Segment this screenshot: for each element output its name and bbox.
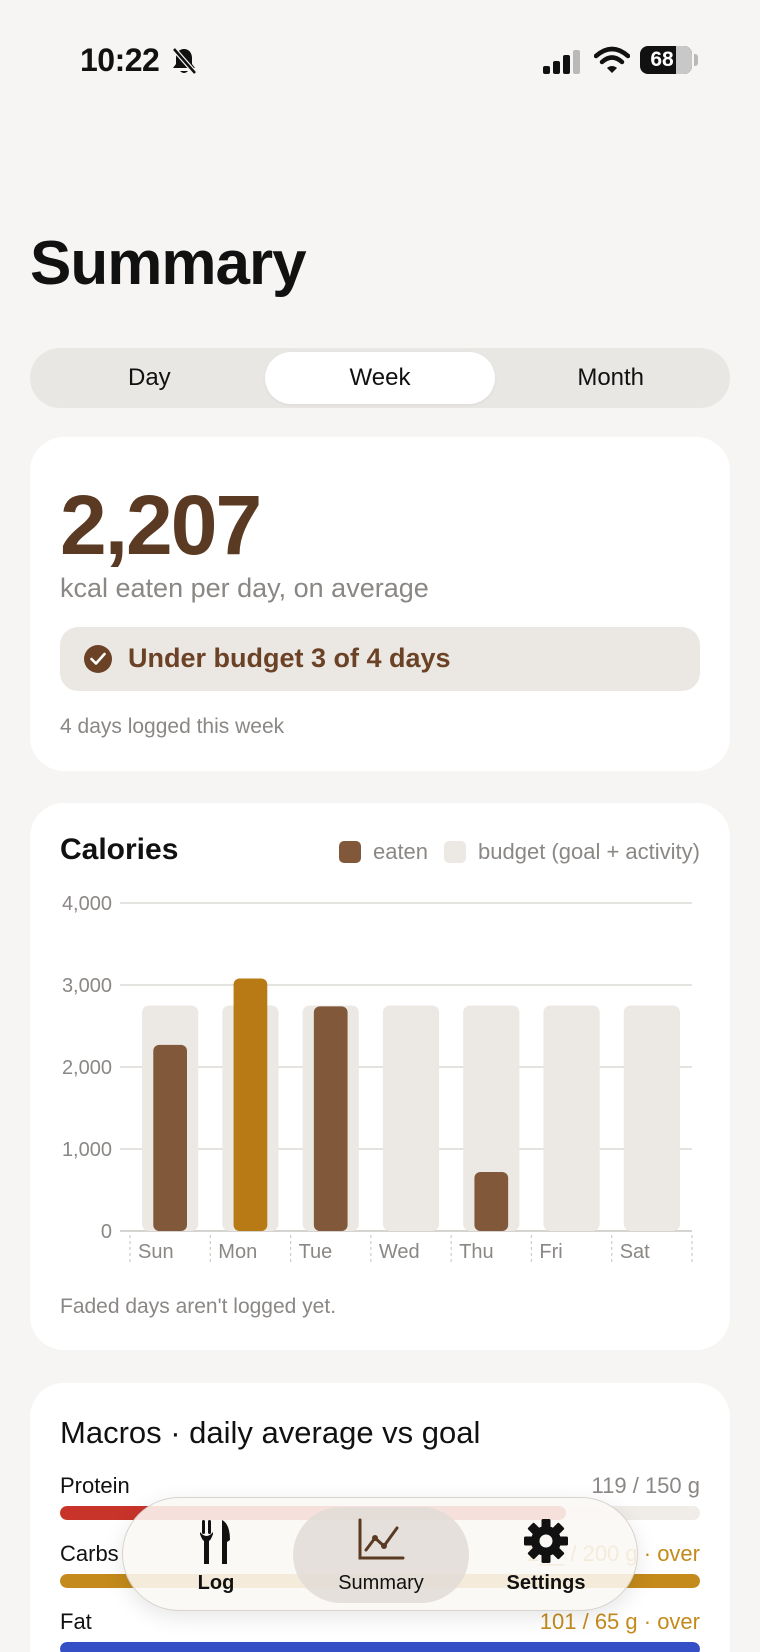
calories-bar-chart: 0 1,000 2,000 3,000 4,000 Sun Mon Tue Wed Thu Fri S… bbox=[62, 893, 693, 1265]
budget-status-pill: Under budget 3 of 4 days bbox=[60, 627, 700, 691]
chart-legend: eaten budget (goal + activity) bbox=[323, 839, 700, 865]
battery-nub bbox=[694, 54, 698, 66]
tab-summary[interactable]: Summary bbox=[293, 1498, 469, 1612]
x-tick-label: Sat bbox=[620, 1241, 650, 1263]
tab-bar: Log Summary bbox=[122, 1497, 638, 1611]
legend-item-budget: budget (goal + activity) bbox=[444, 839, 700, 865]
y-tick-label: 0 bbox=[101, 1221, 112, 1243]
macro-label: Protein bbox=[60, 1473, 130, 1498]
tab-log-label: Log bbox=[197, 1572, 235, 1594]
cellular-signal-icon bbox=[543, 50, 580, 74]
legend-item-eaten: eaten bbox=[338, 839, 429, 865]
bell-slash-icon bbox=[172, 47, 197, 75]
average-caption: kcal eaten per day, on average bbox=[60, 573, 429, 603]
y-tick-label: 2,000 bbox=[62, 1057, 112, 1079]
y-tick-label: 4,000 bbox=[62, 893, 112, 915]
legend-label-eaten: eaten bbox=[372, 839, 429, 864]
x-tick-label: Thu bbox=[459, 1241, 493, 1263]
eaten-bar bbox=[233, 978, 268, 1231]
segment-month[interactable]: Month bbox=[577, 364, 645, 391]
macro-label: Carbs bbox=[60, 1541, 119, 1566]
battery-icon: 68 bbox=[640, 46, 692, 74]
days-logged-text: 4 days logged this week bbox=[60, 715, 285, 738]
average-summary-card: 2,207 kcal eaten per day, on average Und… bbox=[30, 437, 730, 771]
status-bar: 10:22 68 bbox=[0, 0, 760, 120]
budget-bar bbox=[543, 1005, 600, 1231]
legend-swatch-budget bbox=[444, 841, 467, 863]
gear-icon bbox=[524, 1519, 568, 1563]
checkmark-circle-icon bbox=[84, 645, 112, 673]
budget-bar bbox=[382, 1005, 440, 1231]
tab-summary-highlight bbox=[293, 1507, 469, 1603]
eaten-bar bbox=[313, 1006, 348, 1231]
legend-label-budget: budget (goal + activity) bbox=[478, 839, 700, 864]
tab-settings[interactable]: Settings bbox=[453, 1498, 639, 1612]
segment-week[interactable]: Week bbox=[264, 352, 496, 404]
macros-title: Macros · daily average vs goal bbox=[60, 1415, 481, 1450]
tab-settings-label: Settings bbox=[506, 1572, 586, 1594]
chart-footnote: Faded days aren't logged yet. bbox=[60, 1295, 337, 1318]
y-tick-label: 1,000 bbox=[62, 1139, 112, 1161]
budget-status-text: Under budget 3 of 4 days bbox=[128, 643, 451, 673]
segment-day[interactable]: Day bbox=[127, 364, 171, 391]
average-calories: 2,207 bbox=[60, 478, 262, 572]
budget-bar bbox=[623, 1005, 680, 1231]
fork-knife-icon bbox=[200, 1520, 230, 1564]
x-tick-label: Fri bbox=[539, 1241, 562, 1263]
eaten-bar bbox=[474, 1171, 509, 1231]
macro-label: Fat bbox=[60, 1609, 92, 1634]
status-time: 10:22 bbox=[80, 42, 160, 78]
macro-progress-fill bbox=[60, 1642, 700, 1652]
x-tick-label: Tue bbox=[299, 1241, 333, 1263]
eaten-bar bbox=[153, 1044, 188, 1231]
battery-level: 68 bbox=[650, 48, 674, 71]
macro-progress-bar bbox=[60, 1642, 700, 1652]
tab-summary-label: Summary bbox=[338, 1572, 424, 1594]
wifi-icon bbox=[594, 46, 630, 73]
period-segmented-control: Day Week Month bbox=[30, 348, 730, 408]
macro-value: 119 / 150 g bbox=[591, 1473, 700, 1498]
x-tick-label: Wed bbox=[379, 1241, 420, 1263]
calories-chart-card: Calories eaten budget (goal + activity) … bbox=[30, 803, 730, 1350]
x-tick-label: Sun bbox=[138, 1241, 174, 1263]
legend-swatch-eaten bbox=[338, 841, 361, 863]
chart-line-icon bbox=[358, 1518, 405, 1560]
tab-log[interactable]: Log bbox=[123, 1498, 309, 1612]
chart-title: Calories bbox=[60, 833, 179, 866]
x-tick-label: Mon bbox=[218, 1241, 257, 1263]
y-tick-label: 3,000 bbox=[62, 975, 112, 997]
macro-value: 101 / 65 g · over bbox=[539, 1609, 700, 1634]
page-title: Summary bbox=[30, 229, 307, 298]
